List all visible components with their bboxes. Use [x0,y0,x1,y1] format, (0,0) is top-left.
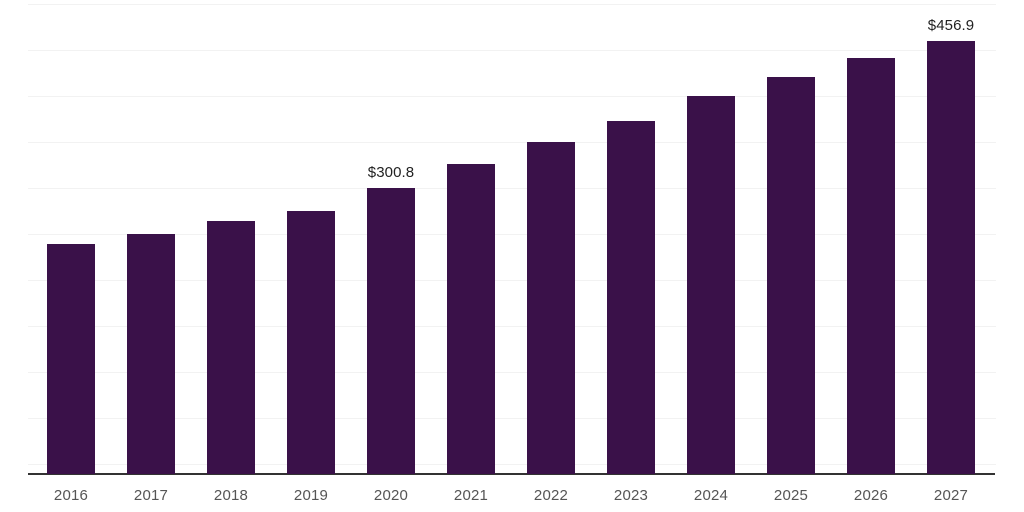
bar[interactable] [607,121,655,474]
bar[interactable] [927,41,975,474]
x-axis-tick-label: 2025 [773,487,809,504]
x-axis-line [28,473,995,475]
x-axis-tick-label: 2016 [53,487,89,504]
bar[interactable] [47,244,95,474]
x-axis-tick-label: 2021 [453,487,489,504]
x-axis-tick-label: 2017 [133,487,169,504]
x-axis-tick-label: 2018 [213,487,249,504]
bar-value-label: $300.8 [367,164,415,181]
bar[interactable] [847,58,895,474]
bar[interactable] [767,77,815,474]
x-axis-tick-label: 2027 [933,487,969,504]
bar[interactable] [687,96,735,474]
bar[interactable] [287,211,335,474]
x-axis-tick-label: 2024 [693,487,729,504]
x-axis-tick-label: 2019 [293,487,329,504]
bars-container: $300.8 $456.9 [47,17,975,474]
x-axis-tick-label: 2026 [853,487,889,504]
bar[interactable] [527,142,575,474]
x-axis-tick-label: 2023 [613,487,649,504]
bar[interactable] [367,188,415,474]
bar[interactable] [127,234,175,474]
x-axis-tick-label: 2022 [533,487,569,504]
x-axis-tick-label: 2020 [373,487,409,504]
bar[interactable] [447,164,495,474]
x-axis-tick-labels: 2016 2017 2018 2019 2020 2021 2022 2023 2024 2025… [0,474,1024,512]
bar-value-label: $456.9 [927,17,975,34]
bar[interactable] [207,221,255,474]
